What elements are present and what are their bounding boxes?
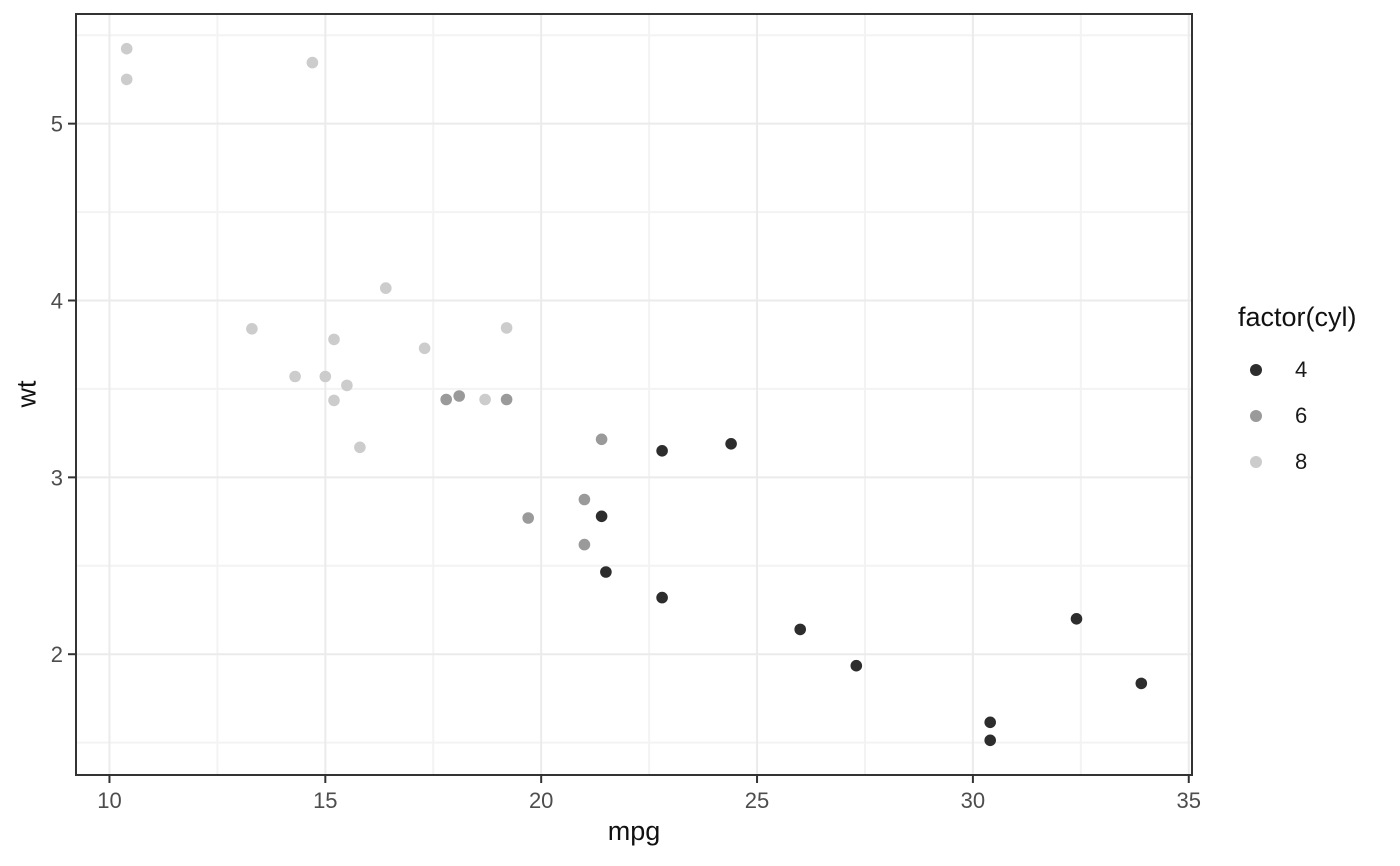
data-point-cyl6 (522, 512, 534, 524)
legend-item-cyl6: 6 (1238, 393, 1357, 439)
legend-key-dot-icon (1250, 456, 1262, 468)
legend-item-label: 6 (1295, 403, 1308, 428)
data-point-cyl8 (380, 282, 392, 294)
legend-item-cyl4: 4 (1238, 347, 1357, 393)
data-point-cyl4 (1070, 613, 1083, 625)
y-tick-label: 3 (51, 465, 63, 490)
major-gridlines (76, 14, 1192, 775)
data-point-cyl8 (418, 342, 431, 355)
data-point-cyl8 (319, 370, 332, 383)
data-point-cyl6 (578, 493, 591, 506)
data-point-cyl4 (595, 510, 608, 523)
data-point-cyl4 (850, 659, 863, 672)
data-point-cyl4 (794, 623, 806, 636)
y-axis-title: wt (11, 380, 42, 408)
x-tick-label: 10 (97, 788, 121, 813)
legend: factor(cyl) 4 6 8 (1238, 301, 1357, 485)
y-axis: 2 3 4 5 (51, 112, 76, 667)
data-point-cyl8 (120, 42, 133, 55)
legend-title: factor(cyl) (1238, 302, 1357, 332)
data-points (120, 42, 1148, 747)
legend-key-dot-icon (1250, 410, 1262, 422)
data-point-cyl6 (440, 393, 453, 406)
legend-key-dot-icon (1250, 364, 1262, 376)
data-point-cyl6 (578, 538, 591, 551)
data-point-cyl6 (595, 433, 608, 446)
data-point-cyl8 (341, 379, 353, 392)
data-point-cyl4 (984, 734, 996, 747)
legend-item-cyl8: 8 (1238, 439, 1357, 485)
y-tick-label: 2 (51, 642, 63, 667)
data-point-cyl6 (453, 390, 466, 402)
y-tick-label: 5 (51, 112, 63, 137)
data-point-cyl8 (120, 73, 133, 86)
data-point-cyl4 (656, 591, 668, 604)
data-point-cyl8 (328, 394, 340, 407)
data-point-cyl8 (306, 56, 319, 69)
plot-panel (76, 14, 1192, 775)
x-tick-label: 25 (745, 788, 769, 813)
data-point-cyl4 (984, 716, 996, 729)
panel-border (75, 13, 1193, 776)
data-point-cyl8 (354, 441, 366, 454)
data-point-cyl8 (246, 323, 258, 335)
data-point-cyl4 (600, 566, 612, 578)
data-point-cyl4 (725, 438, 737, 450)
legend-item-label: 4 (1295, 357, 1308, 382)
data-point-cyl8 (479, 393, 491, 406)
x-tick-label: 15 (313, 788, 337, 813)
x-axis: 10 15 20 25 30 35 (97, 775, 1201, 813)
data-point-cyl8 (289, 370, 301, 383)
minor-gridlines (76, 14, 1192, 775)
data-point-cyl4 (1135, 677, 1148, 690)
legend-item-label: 8 (1295, 449, 1308, 474)
x-tick-label: 35 (1177, 788, 1201, 813)
y-tick-label: 4 (51, 289, 63, 314)
data-point-cyl4 (656, 445, 668, 457)
x-axis-title: mpg (607, 816, 661, 846)
data-point-cyl8 (500, 322, 513, 334)
x-tick-label: 30 (961, 788, 985, 813)
data-point-cyl6 (500, 393, 513, 406)
x-tick-label: 20 (529, 788, 553, 813)
data-point-cyl8 (328, 333, 340, 346)
